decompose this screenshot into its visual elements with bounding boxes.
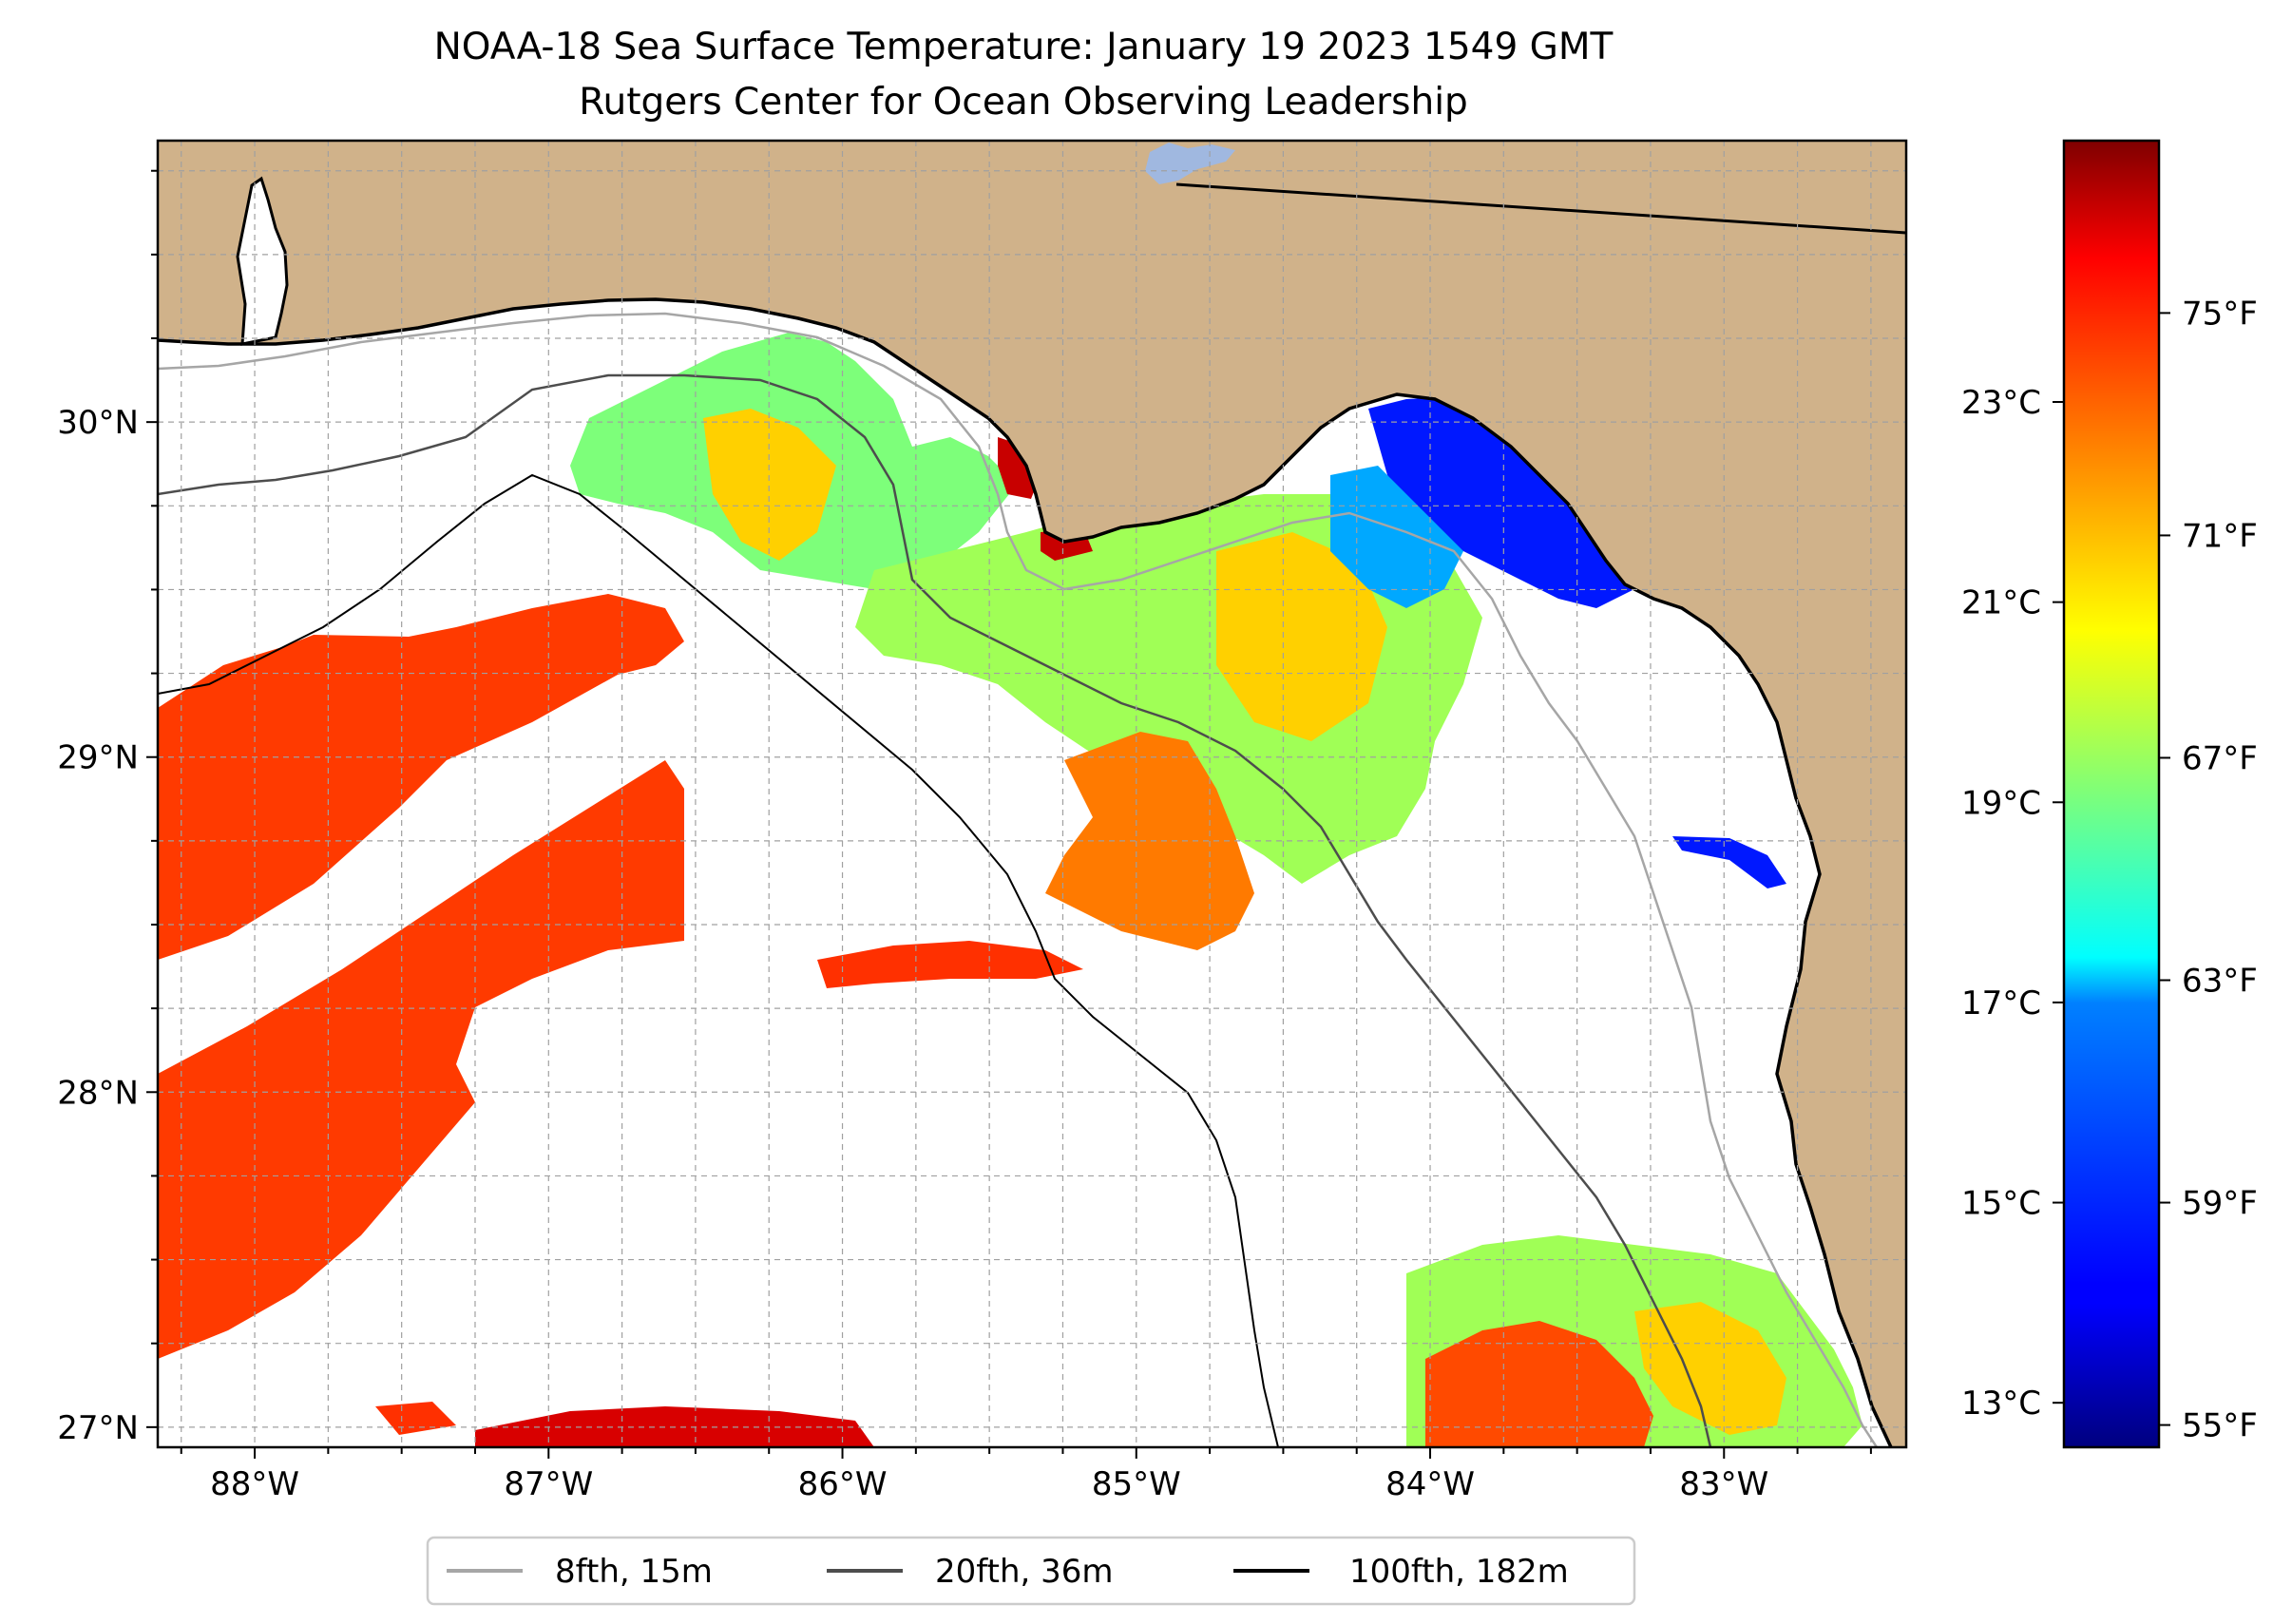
sst-patch-central-north-warm: [703, 409, 836, 561]
lat-tick-label: 30°N: [57, 404, 139, 442]
colorbar-label-c: 17°C: [1961, 984, 2041, 1022]
sst-patch-small-south: [375, 1402, 456, 1435]
colorbar: 55°F 59°F 63°F 67°F 71°F 75°F 13°C 15°C 17°C 19°C…: [1961, 139, 2258, 1449]
colorbar-label-c: 21°C: [1961, 584, 2041, 622]
sst-patch-west-shelf-south: [158, 760, 684, 1359]
map-panel: 88°W 87°W 86°W 85°W 84°W 83°W 27°N 28°N 29°N 30°N: [57, 139, 1908, 1503]
isobath-8fth: [158, 312, 1879, 1447]
sst-patch-west-shelf: [158, 594, 684, 960]
colorbar-label-c: 19°C: [1961, 784, 2041, 822]
lon-tick-label: 87°W: [504, 1465, 593, 1503]
sst-patch-southeast-warm: [1425, 1321, 1653, 1447]
isobath-20fth: [158, 373, 1712, 1447]
lon-tick-label: 86°W: [798, 1465, 888, 1503]
legend: 8fth, 15m 20fth, 36m 100fth, 182m: [426, 1536, 1636, 1606]
isobath-100fth: [158, 473, 1279, 1447]
lake: [1145, 143, 1235, 184]
legend-label-100fth: 100fth, 182m: [1349, 1553, 1569, 1591]
sst-patch-south-strip: [817, 941, 1083, 988]
colorbar-label-f: 67°F: [2182, 739, 2258, 777]
colorbar-label-c: 23°C: [1961, 384, 2041, 422]
lon-tick-label: 88°W: [210, 1465, 299, 1503]
colorbar-ticks: 55°F 59°F 63°F 67°F 71°F 75°F 13°C 15°C 17°C 19°C…: [1961, 295, 2258, 1444]
state-boundary: [1175, 182, 1906, 235]
coastline: [158, 297, 1893, 1447]
land-north: [158, 141, 1906, 1447]
map-ticks: 88°W 87°W 86°W 85°W 84°W 83°W 27°N 28°N 29°N 30°N: [57, 169, 1872, 1503]
sst-patch-southeast-yellow: [1634, 1302, 1786, 1435]
title-line-1: NOAA-18 Sea Surface Temperature: January…: [434, 26, 1614, 68]
colorbar-label-c: 15°C: [1961, 1185, 2041, 1223]
lat-tick-label: 27°N: [57, 1409, 139, 1447]
lon-tick-label: 83°W: [1679, 1465, 1768, 1503]
legend-label-8fth: 8fth, 15m: [555, 1553, 713, 1591]
colorbar-label-f: 63°F: [2182, 963, 2258, 1001]
sst-patch-bigbend-cold: [1368, 397, 1634, 608]
colorbar-label-f: 75°F: [2182, 295, 2258, 333]
colorbar-gradient: [2062, 139, 2161, 1449]
colorbar-label-c: 13°C: [1961, 1385, 2041, 1423]
lon-tick-label: 85°W: [1092, 1465, 1181, 1503]
map-frame: [156, 139, 1908, 1449]
title-line-2: Rutgers Center for Ocean Observing Leade…: [579, 81, 1468, 124]
sst-patch-nearshore-warm: [998, 437, 1041, 499]
sst-patch-central-warm: [1216, 532, 1387, 741]
colorbar-label-f: 55°F: [2182, 1407, 2258, 1445]
lat-tick-label: 29°N: [57, 739, 139, 777]
mobile-bay: [236, 176, 289, 346]
lon-tick-label: 84°W: [1385, 1465, 1475, 1503]
gridlines: [158, 141, 1906, 1447]
sst-patch-central-south: [1045, 732, 1254, 950]
colorbar-label-f: 59°F: [2182, 1185, 2258, 1223]
lat-tick-label: 28°N: [57, 1074, 139, 1112]
sst-raster: [158, 211, 1862, 1447]
colorbar-label-f: 71°F: [2182, 517, 2258, 555]
sst-patch-cold-small: [1672, 836, 1786, 888]
legend-box: [426, 1536, 1636, 1606]
legend-label-20fth: 20fth, 36m: [935, 1553, 1114, 1591]
